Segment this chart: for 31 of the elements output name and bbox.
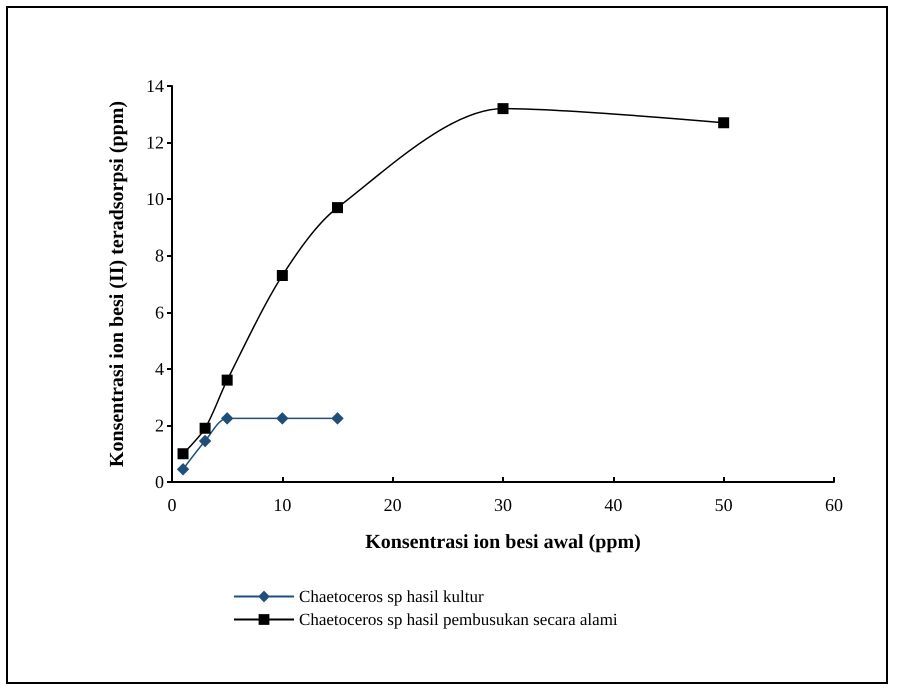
y-tick-label: 8 <box>155 246 164 266</box>
point <box>276 412 288 424</box>
point <box>332 202 343 214</box>
x-tick-label: 40 <box>604 495 622 515</box>
point <box>200 422 211 434</box>
legend-label: Chaetoceros sp hasil pembusukan secara alami <box>299 610 618 629</box>
point <box>332 412 344 424</box>
y-tick-label: 0 <box>155 472 164 492</box>
point <box>718 117 730 128</box>
point <box>178 448 189 460</box>
y-tick-label: 12 <box>146 132 164 153</box>
point <box>177 463 190 476</box>
x-tick-label: 10 <box>273 495 292 515</box>
y-tick-label: 6 <box>155 302 164 322</box>
y-tick-label: 2 <box>155 415 164 436</box>
point <box>222 374 233 386</box>
x-tick-label: 20 <box>384 495 402 515</box>
x-tick-label: 30 <box>494 495 512 515</box>
y-axis-title: Konsentrasi ion besi (II) teradsorpsi (ppm) <box>106 100 128 468</box>
x-axis-title: Konsentrasi ion besi awal (ppm) <box>365 531 641 553</box>
y-tick-label: 4 <box>155 358 164 379</box>
point <box>498 103 508 114</box>
legend-label: Chaetoceros sp hasil kultur <box>299 587 484 606</box>
y-tick-label: 10 <box>146 189 164 210</box>
point <box>199 434 212 447</box>
x-tick-label: 50 <box>714 495 733 515</box>
point <box>276 270 288 282</box>
x-tick-label: 0 <box>168 495 176 515</box>
x-tick-label: 60 <box>825 495 843 515</box>
y-tick-label: 14 <box>146 76 164 96</box>
point <box>221 412 234 424</box>
